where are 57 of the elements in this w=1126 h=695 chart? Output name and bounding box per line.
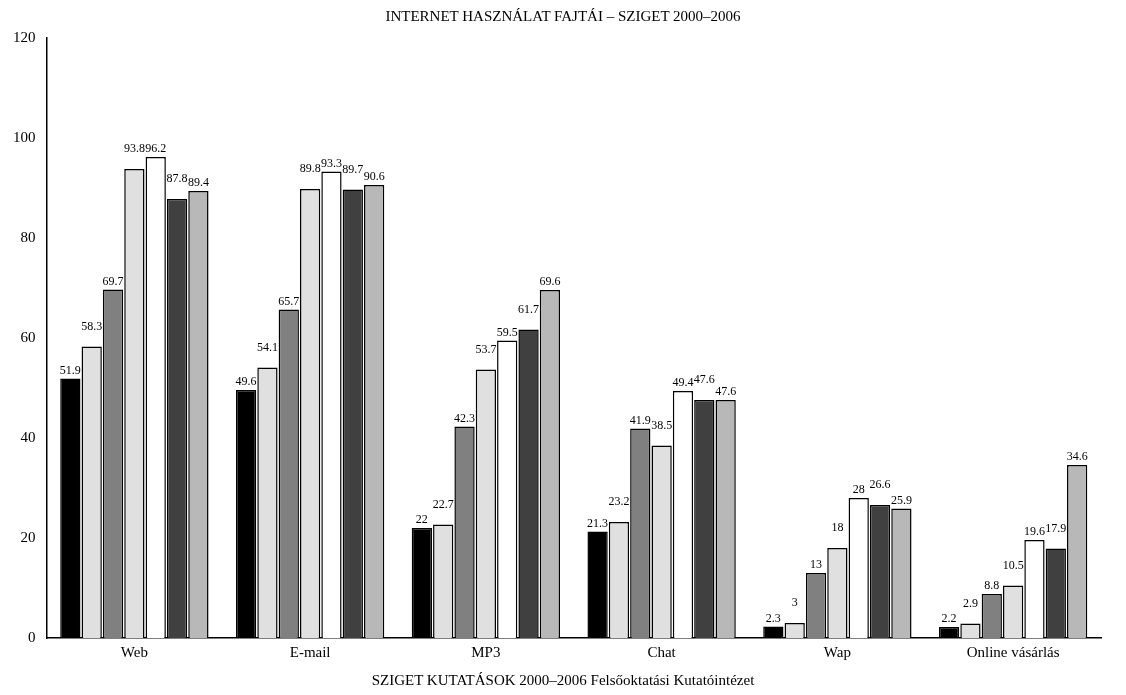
data-label: 93.8 — [123, 141, 145, 156]
data-label: 2.3 — [765, 610, 781, 625]
data-label: 90.6 — [363, 169, 385, 184]
data-label: 49.6 — [235, 374, 257, 389]
x-tick-label: Wap — [823, 643, 851, 660]
data-label: 22.7 — [432, 496, 454, 511]
data-label: 89.4 — [187, 175, 209, 190]
data-label: 13 — [810, 557, 823, 572]
data-label: 19.6 — [1023, 524, 1045, 539]
x-tick-label: Web — [120, 643, 148, 660]
data-label: 47.6 — [693, 372, 715, 387]
data-label: 34.6 — [1066, 449, 1088, 464]
data-label: 28 — [852, 482, 865, 497]
data-label: 93.3 — [320, 155, 342, 170]
data-label: 89.7 — [342, 161, 364, 176]
data-label: 51.9 — [59, 362, 81, 377]
data-label: 8.8 — [984, 578, 1000, 593]
y-tick-label: 0 — [28, 628, 36, 645]
data-label: 23.2 — [608, 494, 630, 509]
data-label: 54.1 — [256, 339, 278, 354]
data-label: 65.7 — [278, 293, 300, 308]
data-label: 59.5 — [496, 324, 518, 339]
data-label: 42.3 — [454, 410, 476, 425]
x-tick-label: E-mail — [289, 643, 331, 660]
data-label: 26.6 — [869, 477, 891, 492]
data-label: 69.6 — [539, 274, 561, 289]
data-label: 69.7 — [102, 273, 124, 288]
data-label: 58.3 — [81, 318, 103, 333]
data-label: 2.2 — [941, 611, 957, 626]
y-tick-label: 20 — [20, 528, 36, 545]
data-label: 21.3 — [587, 515, 609, 530]
data-label: 89.8 — [299, 161, 321, 176]
chart-title: INTERNET HASZNÁLAT FAJTÁI – SZIGET 2000–2006 — [384, 8, 742, 25]
data-label: 96.2 — [145, 141, 167, 156]
y-tick-label: 40 — [20, 428, 36, 445]
data-label: 53.7 — [475, 341, 497, 356]
data-label: 10.5 — [1002, 557, 1024, 572]
x-tick-label: Chat — [647, 643, 677, 660]
x-tick-label: Online vásárlás — [966, 643, 1060, 660]
data-label: 61.7 — [518, 301, 540, 316]
data-label: 87.8 — [166, 171, 188, 186]
data-label: 25.9 — [890, 492, 912, 507]
y-tick-label: 120 — [13, 28, 36, 45]
data-label: 18 — [831, 520, 844, 535]
text: SZIGET KUTATÁSOK 2000–2006 Felsőoktatási Kutatóintézet — [370, 672, 756, 689]
data-label: 49.4 — [672, 375, 694, 390]
data-label: 22 — [415, 512, 428, 527]
data-label: 3 — [791, 595, 798, 610]
data-label: 38.5 — [651, 417, 673, 432]
y-tick-label: 80 — [20, 228, 36, 245]
data-label: 47.6 — [715, 384, 737, 399]
x-tick-label: MP3 — [471, 643, 501, 660]
data-label: 2.9 — [962, 595, 978, 610]
y-tick-label: 60 — [20, 328, 36, 345]
y-tick-label: 100 — [13, 128, 36, 145]
data-label: 17.9 — [1045, 520, 1067, 535]
data-label: 41.9 — [629, 412, 651, 427]
